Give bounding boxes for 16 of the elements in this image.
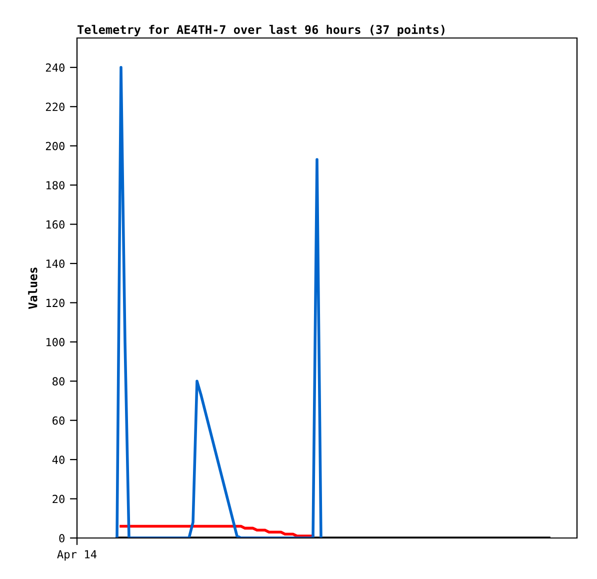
y-tick-label: 100: [46, 338, 64, 346]
y-tick-label: 200: [46, 142, 64, 150]
y-tick-label: 80: [52, 377, 64, 386]
y-tick-label: 60: [52, 416, 64, 425]
x-tick-label: Apr 14: [57, 550, 97, 561]
y-tick-label: 0: [59, 534, 64, 542]
chart-title: Telemetry for AE4TH-7 over last 96 hours (37 points): [78, 24, 444, 36]
y-tick-label: 220: [46, 102, 64, 112]
y-tick-label: 240: [46, 63, 64, 72]
y-tick-label: 40: [52, 456, 64, 464]
y-tick-label: 120: [46, 298, 64, 308]
y-tick-label: 20: [52, 494, 64, 504]
y-axis-title: Values: [28, 268, 38, 309]
y-tick-label: 160: [46, 220, 64, 229]
y-tick-label: 180: [46, 181, 64, 190]
y-tick-label: 140: [46, 259, 64, 268]
